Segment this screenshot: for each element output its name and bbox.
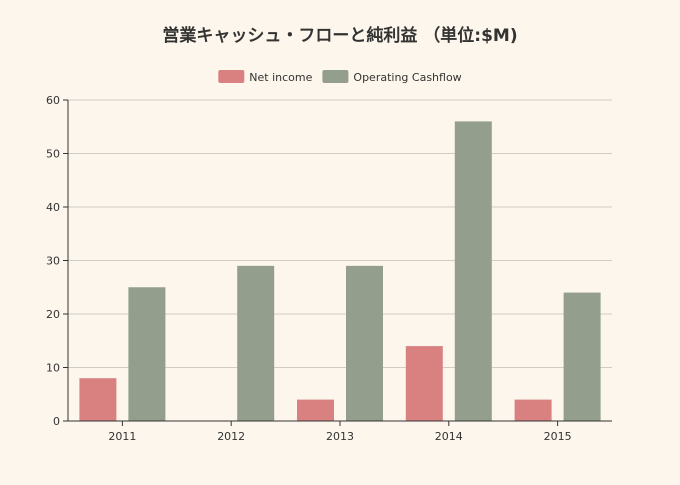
x-tick-label: 2015	[544, 430, 572, 443]
x-tick-label: 2013	[326, 430, 354, 443]
y-tick-label: 50	[46, 148, 60, 161]
y-tick-label: 30	[46, 255, 60, 268]
bar-net-income	[79, 378, 117, 421]
bar-net-income	[514, 399, 552, 421]
bar-net-income	[405, 346, 443, 421]
legend-label: Operating Cashflow	[353, 71, 461, 84]
axes: 0 10 20 30 40 50 60 2011 2012 2013 2014 2015	[46, 94, 612, 443]
y-tick-label: 0	[53, 415, 60, 428]
y-tick-label: 60	[46, 94, 60, 107]
bar-operating-cashflow	[454, 121, 492, 422]
y-tick-label: 40	[46, 201, 60, 214]
legend-swatch	[218, 70, 245, 83]
legend: Net income Operating Cashflow	[218, 70, 462, 84]
legend-label: Net income	[249, 71, 312, 84]
bar-operating-cashflow	[237, 265, 275, 421]
bar-net-income	[297, 399, 334, 421]
bar-operating-cashflow	[128, 287, 166, 421]
x-tick-label: 2011	[108, 430, 136, 443]
bars	[79, 121, 601, 422]
bar-operating-cashflow	[563, 292, 601, 421]
chart-title: 営業キャッシュ・フローと純利益 （単位:$M)	[162, 25, 517, 46]
x-tick-label: 2014	[435, 430, 463, 443]
y-tick-label: 10	[46, 362, 60, 375]
bar-operating-cashflow	[346, 265, 383, 421]
x-tick-label: 2012	[217, 430, 245, 443]
y-tick-label: 20	[46, 308, 60, 321]
legend-swatch	[322, 70, 349, 83]
